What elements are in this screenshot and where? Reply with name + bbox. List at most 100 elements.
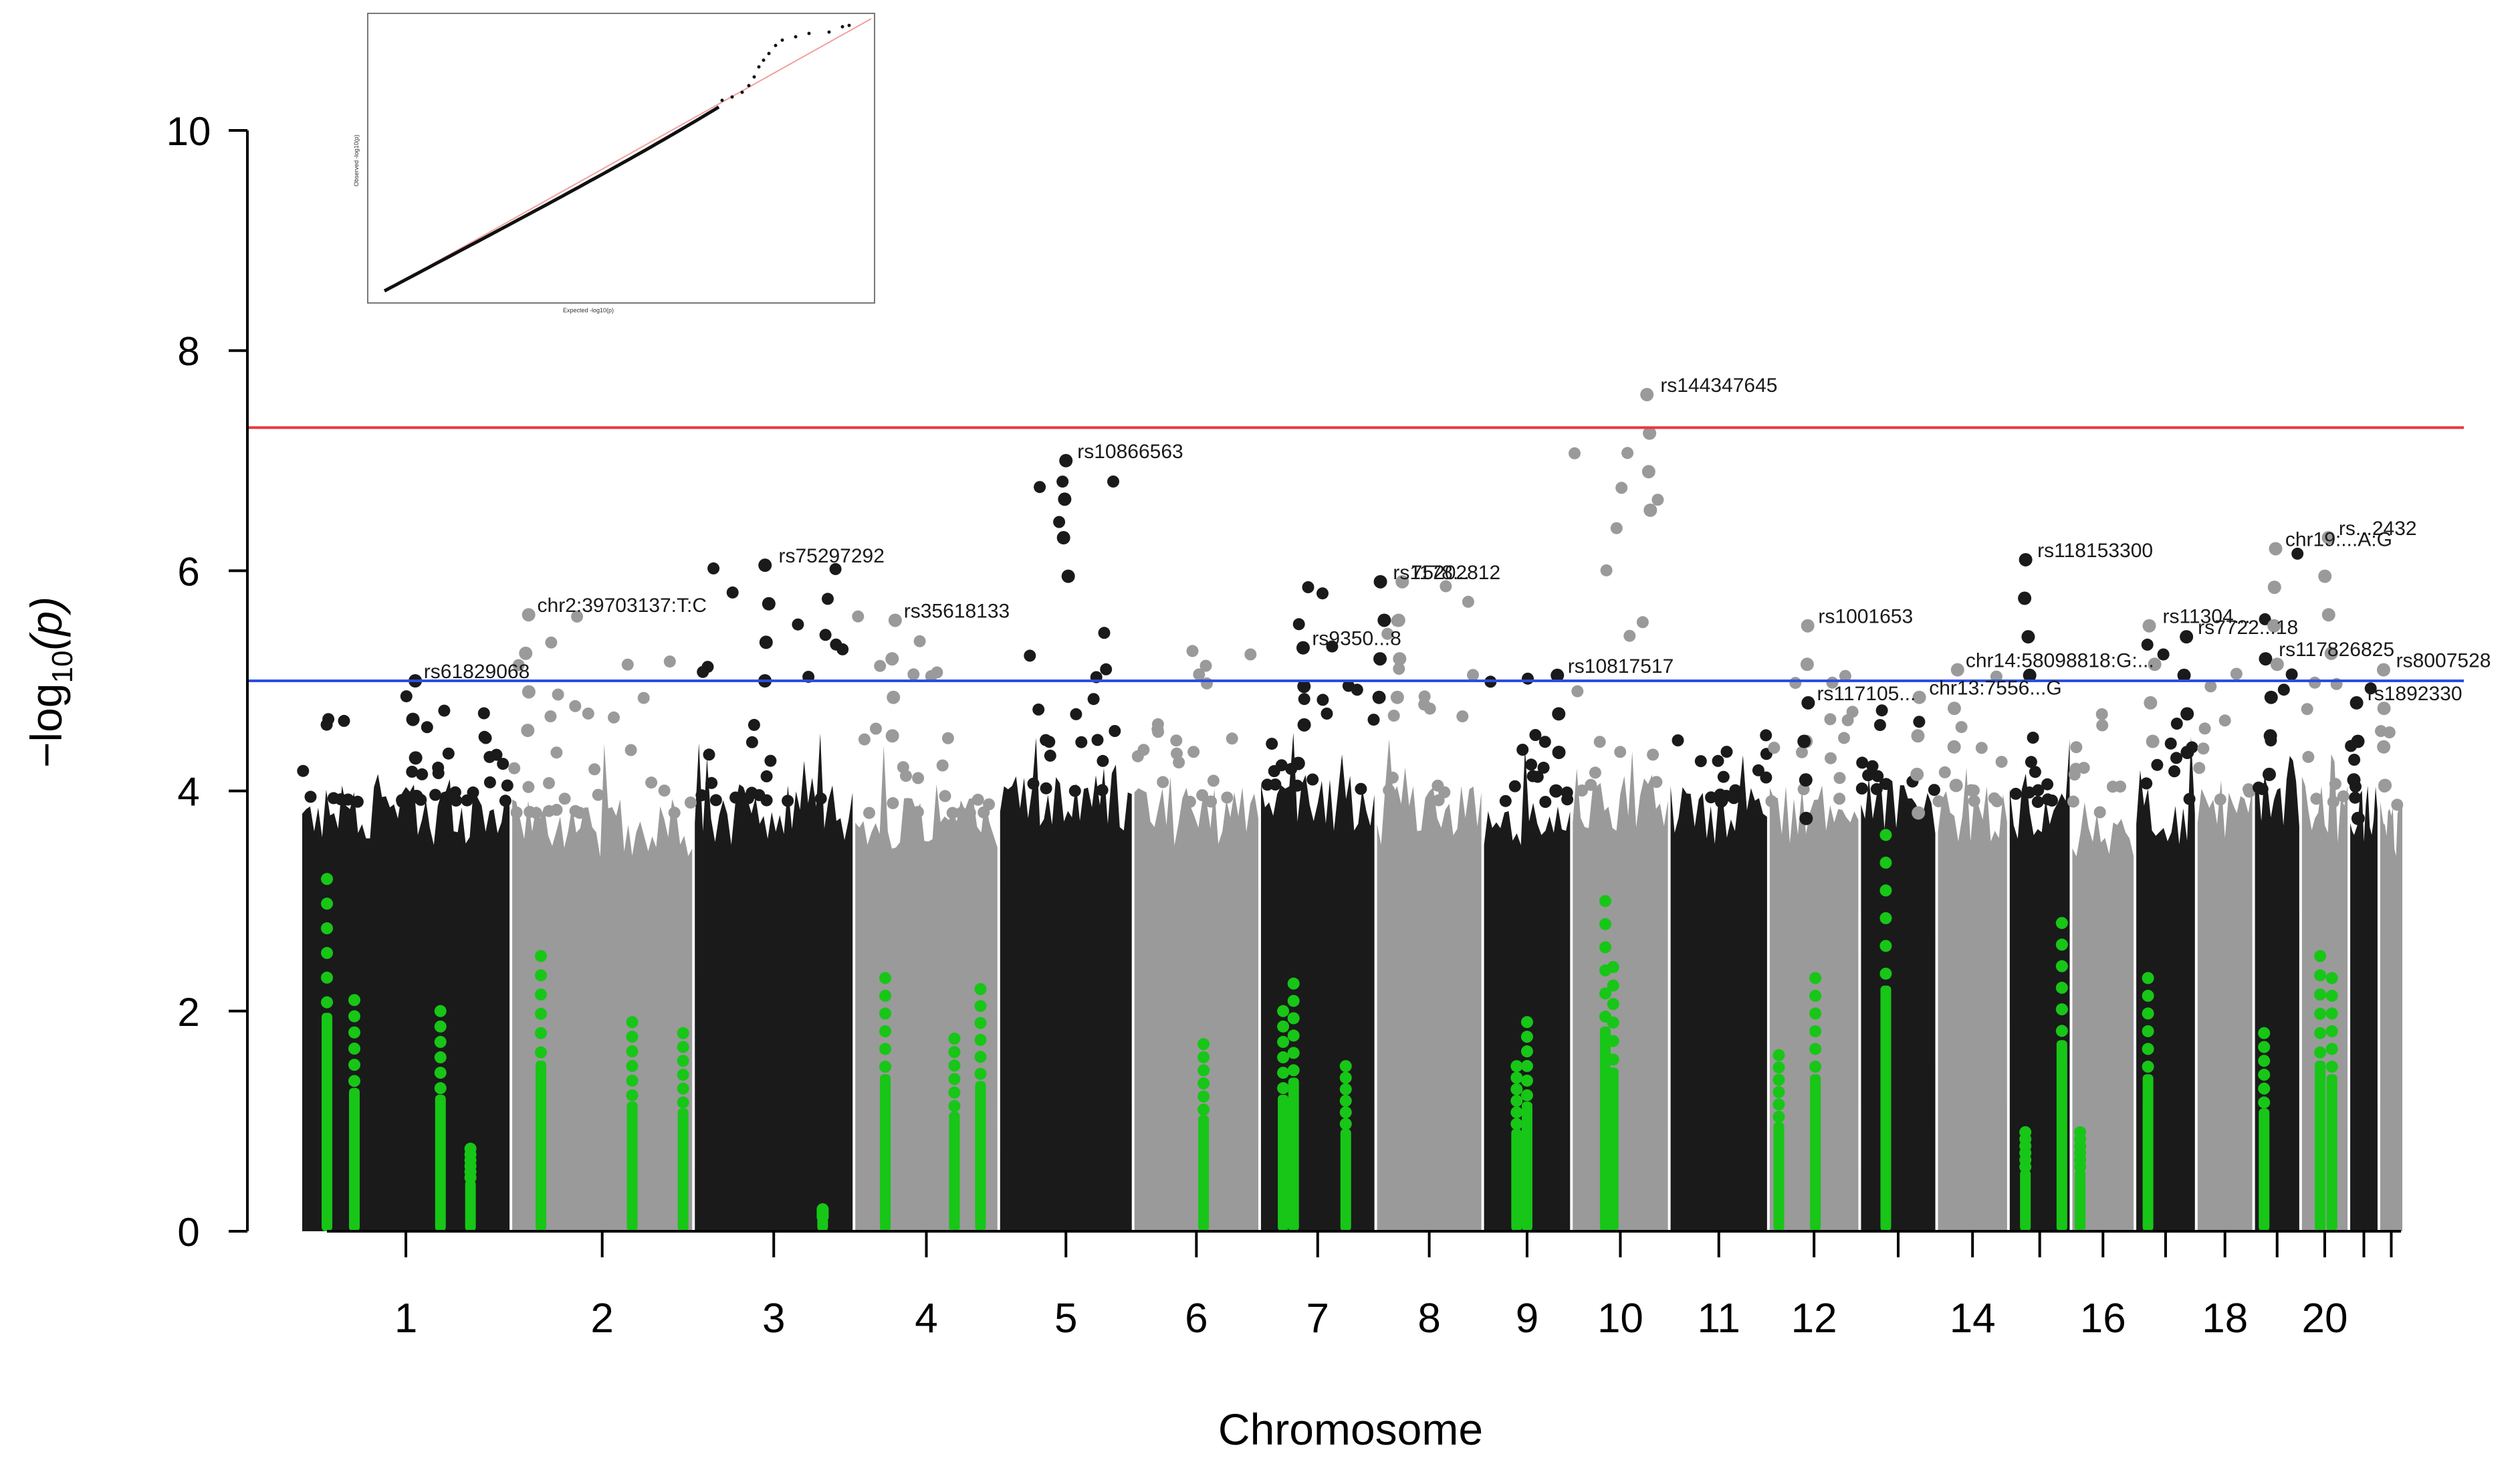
snp-point xyxy=(1538,736,1551,748)
peak-snp-point xyxy=(1551,668,1565,682)
highlight-snp-point xyxy=(348,1059,360,1071)
highlight-snp-point xyxy=(1809,1025,1822,1037)
snp-point xyxy=(1244,648,1257,661)
snp-point xyxy=(2256,782,2269,795)
highlight-column xyxy=(1880,985,1892,1231)
snp-point xyxy=(705,776,718,789)
highlight-snp-point xyxy=(677,1096,689,1109)
snp-point xyxy=(1355,782,1367,795)
peak-snp-point xyxy=(2262,767,2276,781)
snp-point xyxy=(2198,722,2211,735)
snp-point xyxy=(1040,782,1052,795)
highlight-snp-point xyxy=(434,1051,447,1063)
qq-point xyxy=(767,51,771,56)
snp-label: 75202812 xyxy=(1411,562,1500,584)
snp-point xyxy=(2243,785,2256,798)
snp-point xyxy=(2009,787,2022,800)
peak-snp-point xyxy=(2259,652,2273,666)
peak-snp-point xyxy=(2148,657,2162,671)
peak-snp-point xyxy=(2180,630,2194,644)
qq-point xyxy=(720,98,724,102)
snp-point xyxy=(792,618,804,631)
snp-point xyxy=(1438,786,1451,799)
snp-point xyxy=(624,744,637,756)
snp-point xyxy=(1589,766,1601,779)
snp-point xyxy=(1561,793,1574,806)
snp-point xyxy=(1423,702,1436,715)
highlight-snp-point xyxy=(1879,829,1892,841)
snp-point xyxy=(483,776,496,789)
highlight-snp-point xyxy=(348,1042,360,1055)
peak-snp-point xyxy=(1377,613,1391,627)
chromosome-block-6 xyxy=(1134,776,1258,1231)
qq-point xyxy=(757,65,761,69)
highlight-snp-point xyxy=(2258,1068,2271,1081)
snp-point xyxy=(836,643,849,655)
highlight-snp-point xyxy=(1520,1074,1533,1087)
snp-point xyxy=(1650,776,1663,789)
snp-point xyxy=(1879,778,1892,791)
highlight-snp-point xyxy=(2142,989,2154,1002)
peak-snp-point xyxy=(1395,574,1409,589)
snp-point xyxy=(746,787,758,799)
snp-point xyxy=(530,807,542,819)
snp-point xyxy=(544,710,557,723)
highlight-snp-point xyxy=(534,950,547,962)
snp-point xyxy=(822,593,834,605)
snp-point xyxy=(2309,676,2321,689)
qq-point xyxy=(780,38,784,42)
snp-point xyxy=(1321,708,1333,720)
snp-point xyxy=(1053,516,1066,528)
highlight-snp-point xyxy=(2074,1160,2087,1173)
snp-point xyxy=(497,758,509,770)
highlight-column xyxy=(1773,1122,1785,1231)
peak-snp-point xyxy=(1549,784,1563,798)
snp-point xyxy=(320,718,333,731)
peak-snp-point xyxy=(888,613,902,627)
peak-snp-point xyxy=(2377,702,2391,716)
snp-point xyxy=(1871,770,1884,782)
snp-point xyxy=(2277,684,2290,696)
highlight-snp-point xyxy=(1772,1061,1785,1074)
qq-point xyxy=(730,95,734,99)
highlight-snp-point xyxy=(1772,1049,1785,1061)
snp-label: rs117826825 xyxy=(2279,639,2394,661)
highlight-snp-point xyxy=(534,969,547,982)
snp-point xyxy=(1833,793,1846,805)
x-tick-label: 7 xyxy=(1306,1295,1329,1342)
snp-point xyxy=(1387,710,1400,722)
snp-point xyxy=(1593,736,1606,748)
snp-point xyxy=(1765,795,1778,807)
highlight-snp-point xyxy=(677,1055,689,1067)
peak-snp-point xyxy=(2350,696,2364,710)
snp-point xyxy=(1027,777,1040,790)
peak-snp-point xyxy=(2376,663,2390,677)
peak-snp-point xyxy=(2270,657,2284,671)
snp-label: rs10817517 xyxy=(1568,655,1674,677)
snp-point xyxy=(874,659,887,672)
qq-point xyxy=(752,75,756,79)
highlight-column xyxy=(348,1087,360,1231)
snp-point xyxy=(1651,494,1664,506)
snp-point xyxy=(490,748,503,761)
highlight-snp-point xyxy=(626,1089,639,1102)
snp-point xyxy=(2329,778,2341,791)
highlight-snp-point xyxy=(1277,1082,1290,1095)
snp-point xyxy=(1034,481,1046,494)
snp-point xyxy=(760,770,773,782)
highlight-snp-point xyxy=(948,1073,961,1085)
snp-point xyxy=(913,635,926,647)
snp-point xyxy=(1388,796,1401,808)
snp-point xyxy=(782,795,794,807)
snp-label: rs1178... xyxy=(1393,562,1470,584)
snp-point xyxy=(1100,663,1113,675)
snp-point xyxy=(429,789,442,801)
snp-point xyxy=(1316,694,1329,706)
snp-point xyxy=(1098,627,1111,639)
peak-snp-point xyxy=(1393,652,1407,666)
highlight-snp-point xyxy=(321,946,334,959)
peak-snp-point xyxy=(2267,581,2281,595)
peak-snp-point xyxy=(2324,646,2338,660)
snp-point xyxy=(2364,682,2377,695)
snp-point xyxy=(2157,648,2170,661)
